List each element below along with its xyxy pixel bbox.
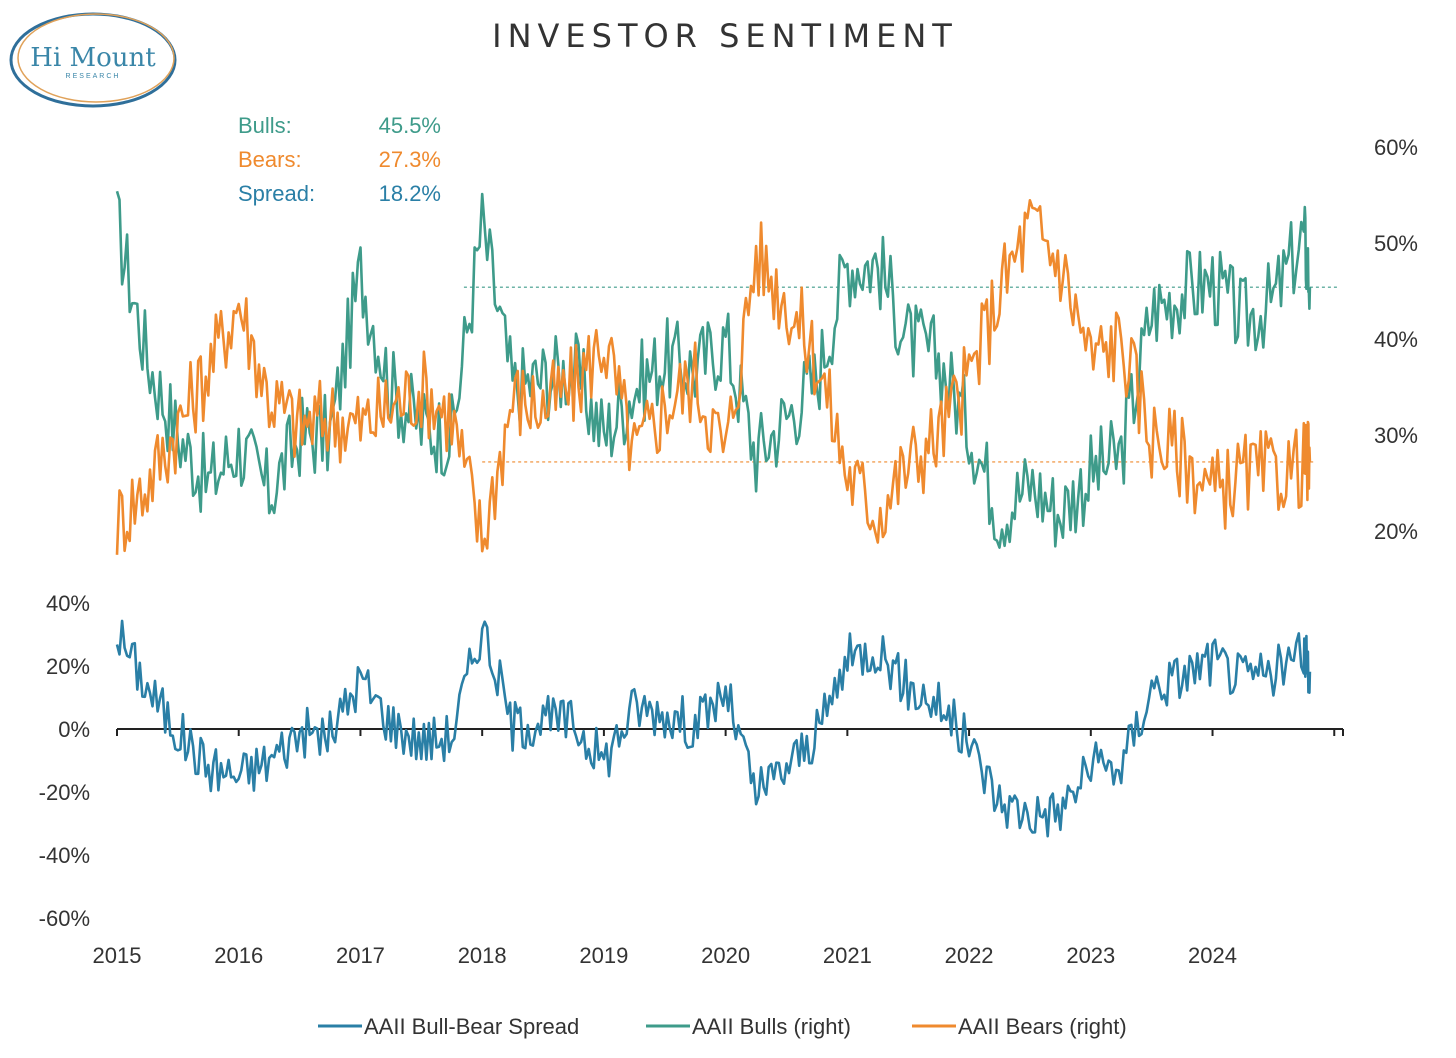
upper-y-tick-label: 30% <box>1374 423 1418 448</box>
legend-label-aaii-bull-bear-spread: AAII Bull-Bear Spread <box>364 1014 579 1039</box>
stat-bears-label: Bears: <box>238 147 302 172</box>
x-tick-label: 2018 <box>458 943 507 968</box>
x-tick-label: 2024 <box>1188 943 1237 968</box>
x-tick-label: 2021 <box>823 943 872 968</box>
lower-series <box>115 619 1312 838</box>
x-tick-label: 2016 <box>214 943 263 968</box>
logo-ellipse-accent <box>17 13 175 103</box>
lower-y-tick-label: 20% <box>46 654 90 679</box>
upper-series <box>115 190 1312 555</box>
x-tick-label: 2022 <box>945 943 994 968</box>
stats-block: Bulls: 45.5% Bears: 27.3% Spread: 18.2% <box>238 113 441 206</box>
x-tick-label: 2015 <box>93 943 142 968</box>
upper-y-tick-label: 50% <box>1374 231 1418 256</box>
chart-legend: AAII Bull-Bear Spread AAII Bulls (right) A… <box>318 1014 1127 1039</box>
lower-panel: 40% 20% 0% -20% -40% -60% <box>39 591 1344 931</box>
x-axis-ticks: 2015 2016 2017 2018 2019 2020 2021 2022 2023 2024 <box>93 943 1237 968</box>
lower-y-tick-label: -40% <box>39 843 90 868</box>
lower-y-tick-label: -20% <box>39 780 90 805</box>
legend-label-aaii-bears-right: AAII Bears (right) <box>958 1014 1127 1039</box>
logo-subtitle: RESEARCH <box>66 73 121 80</box>
x-tick-label: 2019 <box>579 943 628 968</box>
logo-name: Hi Mount <box>30 43 156 73</box>
x-tick-label: 2017 <box>336 943 385 968</box>
upper-y-tick-label: 60% <box>1374 135 1418 160</box>
x-tick-label: 2023 <box>1066 943 1115 968</box>
stat-bulls-value: 45.5% <box>379 113 441 138</box>
lower-y-axis-ticks: 40% 20% 0% -20% -40% -60% <box>39 591 90 931</box>
lower-y-tick-label: 0% <box>58 717 90 742</box>
stat-spread-value: 18.2% <box>379 181 441 206</box>
upper-panel: 20% 30% 40% 50% 60% <box>115 135 1418 555</box>
stat-spread-label: Spread: <box>238 181 315 206</box>
series-line-aaii-bull-bear-spread <box>115 619 1312 838</box>
upper-y-axis-ticks: 20% 30% 40% 50% 60% <box>1374 135 1418 544</box>
legend-label-aaii-bulls-right: AAII Bulls (right) <box>692 1014 851 1039</box>
stat-bulls-label: Bulls: <box>238 113 292 138</box>
chart-title: INVESTOR SENTIMENT <box>492 17 958 55</box>
upper-y-tick-label: 20% <box>1374 519 1418 544</box>
stat-bears-value: 27.3% <box>379 147 441 172</box>
series-line-aaii-bears-right <box>115 199 1312 555</box>
hi-mount-logo: Hi Mount RESEARCH <box>9 12 177 108</box>
upper-y-tick-label: 40% <box>1374 327 1418 352</box>
lower-y-tick-label: 40% <box>46 591 90 616</box>
lower-y-tick-label: -60% <box>39 906 90 931</box>
x-tick-label: 2020 <box>701 943 750 968</box>
series-line-aaii-bulls-right <box>115 190 1312 549</box>
